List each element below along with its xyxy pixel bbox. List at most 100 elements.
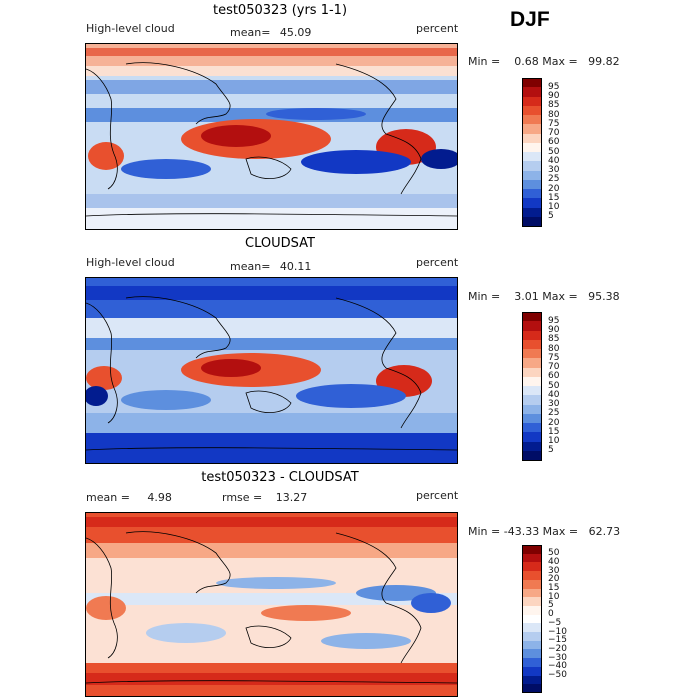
panel2-eurasia-coast xyxy=(125,296,231,359)
panel3-arctic-core xyxy=(86,517,457,527)
panel3-colorbar-tick-label: −30 xyxy=(548,652,567,663)
panel2-colorbar-tick-label: 60 xyxy=(548,371,560,382)
panel2-colorbar-swatch xyxy=(522,395,542,405)
panel3-africa-coast xyxy=(86,537,118,659)
panel2-mean-text: mean= xyxy=(230,260,271,273)
panel1-map xyxy=(85,43,458,230)
panel3-nh-transition xyxy=(86,543,457,558)
panel3-colorbar-swatch xyxy=(522,545,542,555)
panel3-rmse-value: 13.27 xyxy=(275,491,308,504)
panel2-colorbar-swatch xyxy=(522,450,542,461)
panel2-colorbar-tick-label: 20 xyxy=(548,417,560,428)
panel3-colorbar-swatch xyxy=(522,553,542,563)
panel1-colorbar-tick-label: 75 xyxy=(548,118,560,129)
panel3-rmse-text: rmse = xyxy=(222,491,263,504)
panel3-tropical-pos xyxy=(261,605,351,621)
panel2-colorbar-tick-label: 25 xyxy=(548,408,560,419)
panel1-sh-midlat xyxy=(86,194,457,208)
panel1-colorbar-tick-label: 90 xyxy=(548,91,560,101)
panel3-colorbar-tick-label: 30 xyxy=(548,565,560,576)
panel1-colorbar-swatch xyxy=(522,96,542,107)
panel3-colorbar-swatch xyxy=(522,614,542,624)
panel3-southern-ocean-core xyxy=(86,673,457,685)
panel3-colorbar-swatch xyxy=(522,562,542,572)
panel2-colorbar-tick-label: 95 xyxy=(548,315,560,326)
panel1-colorbar-tick-label: 10 xyxy=(548,202,560,212)
panel3-americas-coast xyxy=(335,532,422,664)
panel3-colorbar: 50 40 30 20 15 10 5 0 −5 −10 −15 −20 −30 −40 −50 xyxy=(522,545,582,694)
panel2-colorbar-tick-label: 30 xyxy=(548,399,560,409)
panel2-colorbar-swatch xyxy=(522,312,542,322)
panel3-colorbar-swatch xyxy=(522,649,542,659)
panel3-sepac-neg xyxy=(321,633,411,649)
panel3-map xyxy=(85,512,458,697)
panel1-se-pacific-min xyxy=(301,150,411,174)
panel3-colorbar-swatch xyxy=(522,658,542,668)
panel1-units: percent xyxy=(416,22,459,35)
panel1-indian-min xyxy=(121,159,211,179)
panel1-variable-label: High-level cloud xyxy=(86,22,175,35)
panel1-colorbar-tick-label: 40 xyxy=(548,155,560,166)
panel3-colorbar-tick-label: −50 xyxy=(548,670,567,681)
panel1-colorbar-tick-label: 15 xyxy=(548,192,560,203)
panel1-americas-coast xyxy=(335,63,422,195)
panel1-colorbar-swatch xyxy=(522,124,542,134)
panel1-colorbar-swatch xyxy=(522,115,542,125)
panel3-mean-label: mean = 4.98 xyxy=(86,491,172,504)
panel1-africa-coast xyxy=(86,68,118,190)
panel1-colorbar-tick-label: 30 xyxy=(548,165,560,175)
panel1-colorbar: 95 90 85 80 75 70 60 50 40 30 25 20 15 10 5 xyxy=(522,78,582,227)
panel3-colorbar-swatch xyxy=(522,666,542,677)
panel3-colorbar-tick-label: 0 xyxy=(548,609,554,620)
panel1-nh-subtropics xyxy=(86,80,457,94)
panel1-nh-transition xyxy=(86,66,457,76)
panel3-mean-text: mean = xyxy=(86,491,130,504)
panel3-colorbar-swatch xyxy=(522,588,542,598)
panel3-colorbar-swatch xyxy=(522,571,542,581)
panel2-itcz-low xyxy=(86,338,457,350)
panel2-colorbar-swatch xyxy=(522,441,542,452)
panel3-colorbar-tick-label: −10 xyxy=(548,626,567,637)
panel1-colorbar-tick-label: 95 xyxy=(548,81,560,92)
panel2-colorbar-tick-label: 5 xyxy=(548,445,554,456)
panel1-eurasia-coast xyxy=(125,62,231,125)
panel2-colorbar-swatch xyxy=(522,423,542,433)
panel2-variable-label: High-level cloud xyxy=(86,256,175,269)
panel3-minmax: Min = -43.33 Max = 62.73 xyxy=(468,525,621,538)
panel1-antarctic xyxy=(86,208,457,229)
panel3-colorbar-swatch xyxy=(522,597,542,607)
panel1-mean-value: 45.09 xyxy=(279,26,312,39)
panel1-africa-max xyxy=(88,142,124,170)
panel2-sh-midlat xyxy=(86,413,457,433)
panel2-colorbar-tick-label: 15 xyxy=(548,426,560,437)
panel1-colorbar-tick-label: 5 xyxy=(548,211,554,222)
panel2-americas-coast xyxy=(335,297,422,429)
panel3-map-svg xyxy=(86,513,457,696)
panel3-colorbar-tick-label: 10 xyxy=(548,591,560,602)
panel2-colorbar-tick-label: 90 xyxy=(548,325,560,335)
panel2-units: percent xyxy=(416,256,459,269)
panel1-colorbar-tick-label: 20 xyxy=(548,183,560,194)
panel2-colorbar-swatch xyxy=(522,358,542,368)
panel2-colorbar-swatch xyxy=(522,321,542,331)
panel1-colorbar-swatch xyxy=(522,142,542,153)
panel2-map xyxy=(85,277,458,464)
panel3-colorbar-swatch xyxy=(522,640,542,650)
panel1-coastlines xyxy=(86,62,457,217)
panel3-pac-neg xyxy=(216,577,336,589)
panel2-colorbar-tick-label: 85 xyxy=(548,334,560,345)
panel2-colorbar-tick-label: 10 xyxy=(548,436,560,446)
panel3-antarctica-coast xyxy=(86,680,457,684)
panel2-map-svg xyxy=(86,278,457,463)
panel3-colorbar-swatch xyxy=(522,605,542,616)
panel1-antarctica-coast xyxy=(86,213,457,217)
panel1-colorbar-swatch xyxy=(522,152,542,162)
panel2-colorbar-tick-label: 80 xyxy=(548,343,560,354)
panel2-colorbar: 95 90 85 80 75 70 60 50 40 30 25 20 15 10 5 xyxy=(522,312,582,461)
panel1-colorbar-swatch xyxy=(522,161,542,171)
panel2-antarctica-coast xyxy=(86,447,457,451)
panel2-colorbar-swatch xyxy=(522,349,542,359)
panel3-eurasia-coast xyxy=(125,531,231,594)
panel2-colorbar-swatch xyxy=(522,413,542,424)
panel2-colorbar-swatch xyxy=(522,330,542,341)
